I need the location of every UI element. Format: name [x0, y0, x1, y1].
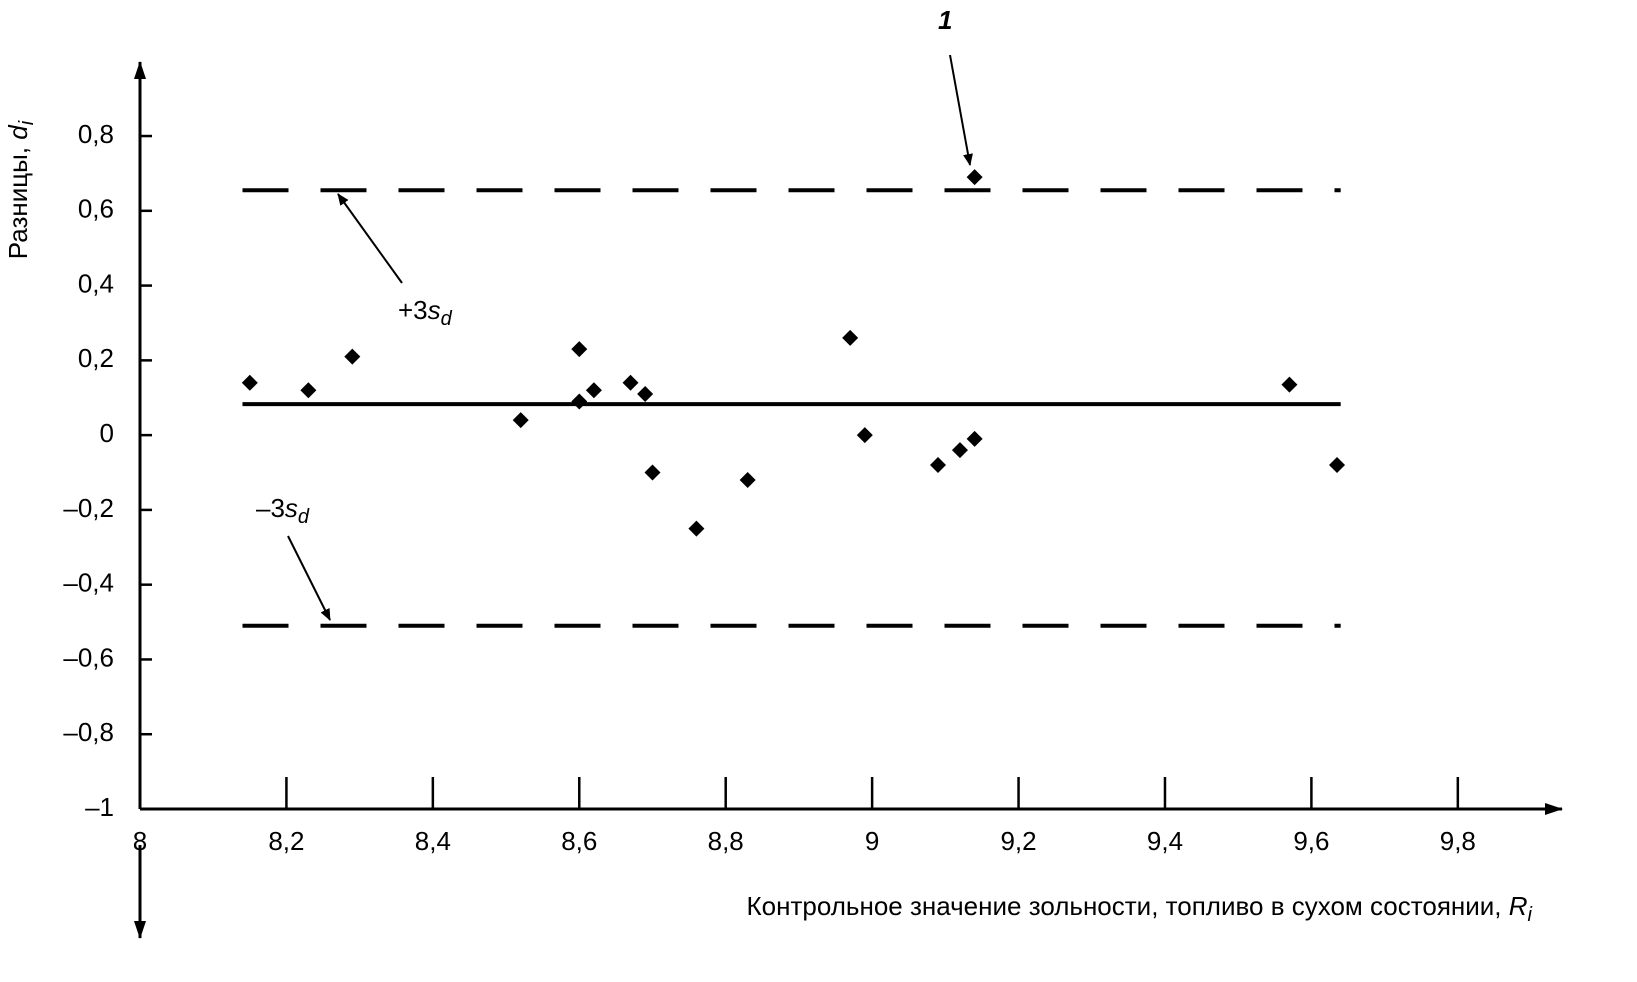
x-tick-label: 9,8 [1440, 826, 1476, 856]
x-tick-label: 9,4 [1147, 826, 1183, 856]
y-tick-label: –0,8 [63, 717, 114, 747]
annotation-text: –3 [256, 493, 285, 523]
y-axis-label-text: Разницы, [3, 140, 33, 259]
y-axis-label-var: d [3, 124, 33, 140]
data-point [571, 341, 588, 358]
data-point [512, 412, 529, 429]
data-point [1281, 376, 1298, 393]
y-tick-label: 0 [100, 418, 114, 448]
y-tick-label: –0,4 [63, 568, 114, 598]
data-point [241, 374, 258, 391]
y-tick-label: –0,2 [63, 493, 114, 523]
data-point [637, 386, 654, 403]
x-tick-label: 8,4 [415, 826, 451, 856]
data-point [842, 329, 859, 346]
annotation: 1 [938, 5, 952, 35]
data-point [688, 520, 705, 537]
x-axis-label: Контрольное значение зольности, топливо … [747, 891, 1533, 926]
x-tick-label: 8,6 [561, 826, 597, 856]
annotation-arrow [287, 535, 331, 621]
x-tick-label: 9,2 [1000, 826, 1036, 856]
annotation-arrow [949, 54, 973, 166]
y-tick-label: 0,4 [78, 268, 114, 298]
annotation-arrow [337, 193, 403, 284]
x-tick-label: 8,2 [268, 826, 304, 856]
data-point [966, 430, 983, 447]
data-point [966, 169, 983, 186]
annotation-var: s [285, 493, 298, 523]
y-tick-label: –0,6 [63, 642, 114, 672]
annotation-sub: d [441, 308, 453, 330]
data-point [622, 374, 639, 391]
y-tick-label: 0,2 [78, 343, 114, 373]
y-axis-label: Разницы, di [3, 120, 38, 259]
annotation: –3sd [256, 493, 310, 528]
data-point [739, 471, 756, 488]
x-tick-label: 8,8 [708, 826, 744, 856]
data-point [571, 393, 588, 410]
data-point [344, 348, 361, 365]
y-axis-label-sub: i [16, 120, 38, 125]
data-point [300, 382, 317, 399]
data-point [1329, 457, 1346, 474]
data-point [951, 442, 968, 459]
y-tick-label: –1 [85, 792, 114, 822]
data-point [644, 464, 661, 481]
annotation: +3sd [398, 295, 453, 330]
annotation-var: s [428, 295, 441, 325]
annotation-sub: d [298, 506, 310, 528]
x-tick-label: 8 [133, 826, 147, 856]
x-axis-label-text: Контрольное значение зольности, топливо … [747, 891, 1509, 921]
data-point [930, 457, 947, 474]
x-axis-label-var: R [1509, 891, 1528, 921]
y-tick-label: 0,6 [78, 194, 114, 224]
data-point [856, 427, 873, 444]
y-tick-label: 0,8 [78, 119, 114, 149]
data-point [585, 382, 602, 399]
annotation-text: 1 [938, 5, 952, 35]
x-axis-label-sub: i [1528, 904, 1533, 926]
x-tick-label: 9,6 [1293, 826, 1329, 856]
x-tick-label: 9 [865, 826, 879, 856]
annotation-text: +3 [398, 295, 428, 325]
